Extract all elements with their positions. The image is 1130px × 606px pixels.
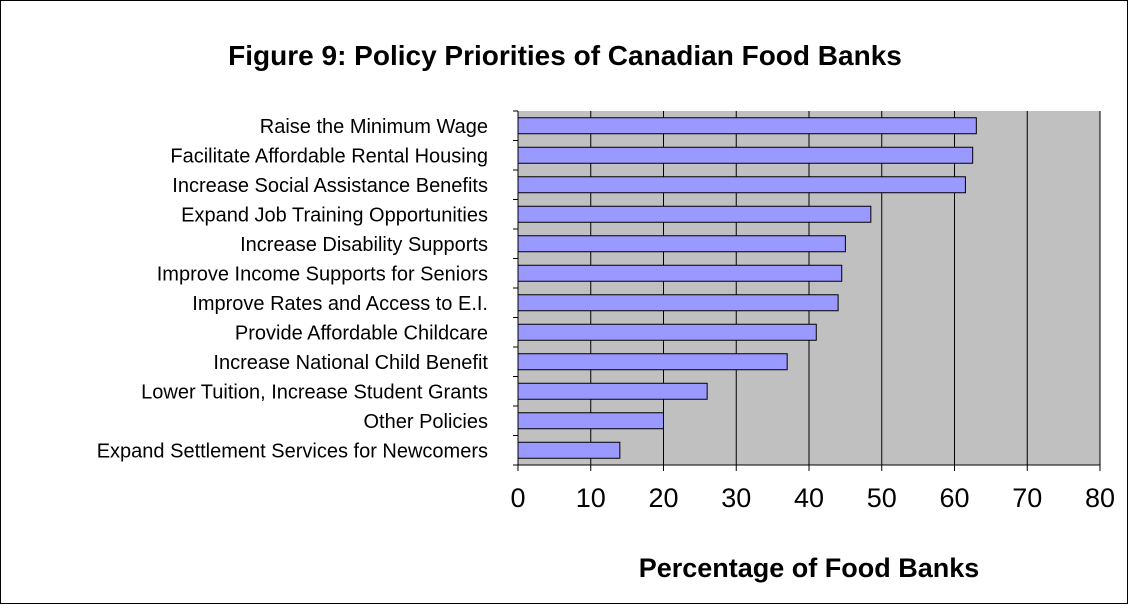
bar <box>517 353 788 371</box>
bar <box>517 323 817 341</box>
x-tick-label: 40 <box>794 483 824 513</box>
x-tick-label: 70 <box>1012 483 1042 513</box>
category-label: Raise the Minimum Wage <box>260 116 488 138</box>
y-axis: Raise the Minimum Wage Facilitate Afforda… <box>97 110 519 466</box>
gridlines <box>590 111 1101 465</box>
bar <box>517 117 977 135</box>
x-tick-label: 20 <box>648 483 678 513</box>
category-label: Increase Social Assistance Benefits <box>172 175 488 197</box>
category-label: Improve Income Supports for Seniors <box>157 263 488 285</box>
bars <box>517 117 977 459</box>
x-tick-label: 80 <box>1085 483 1115 513</box>
category-label: Provide Affordable Childcare <box>235 322 488 344</box>
bar <box>517 294 839 312</box>
bar <box>517 146 974 164</box>
category-label: Improve Rates and Access to E.I. <box>192 293 488 315</box>
x-axis-title: Percentage of Food Banks <box>639 553 980 583</box>
x-tick-label: 50 <box>867 483 897 513</box>
bar <box>517 412 664 430</box>
category-label: Expand Job Training Opportunities <box>181 204 488 226</box>
bar <box>517 382 708 400</box>
x-tick-label: 30 <box>721 483 751 513</box>
bar <box>517 441 621 459</box>
bar <box>517 264 843 282</box>
category-label: Increase Disability Supports <box>240 234 488 256</box>
bar <box>517 235 846 253</box>
category-label: Facilitate Affordable Rental Housing <box>170 145 488 167</box>
category-label: Increase National Child Benefit <box>213 352 488 374</box>
bar <box>517 176 966 194</box>
x-tick-label: 10 <box>576 483 606 513</box>
x-axis: 0 10 20 30 40 50 60 70 80 <box>510 464 1115 513</box>
category-label: Lower Tuition, Increase Student Grants <box>141 381 488 403</box>
chart-title: Figure 9: Policy Priorities of Canadian … <box>228 40 902 71</box>
x-tick-label: 60 <box>939 483 969 513</box>
bar <box>517 205 872 223</box>
x-tick-label: 0 <box>510 483 525 513</box>
category-label: Other Policies <box>364 411 489 433</box>
category-label: Expand Settlement Services for Newcomers <box>97 440 488 462</box>
